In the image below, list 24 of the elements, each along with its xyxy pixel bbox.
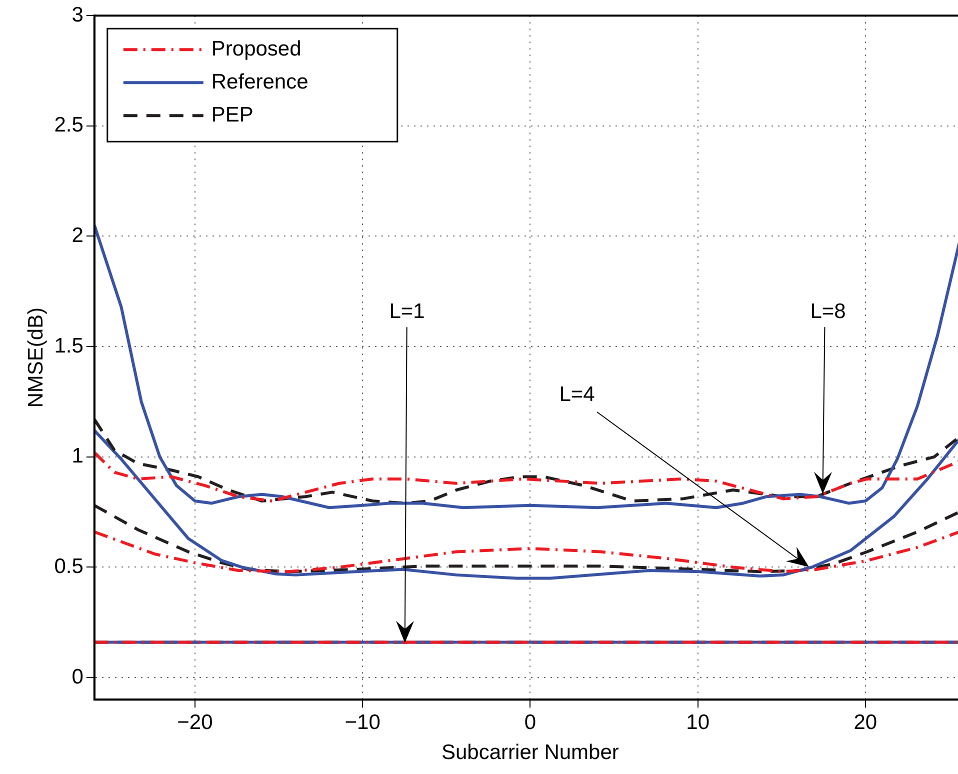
annotation: L=4 — [559, 382, 596, 406]
x-tick-label: −10 — [344, 710, 380, 734]
x-tick-label: 10 — [686, 710, 710, 734]
y-tick-label: 2 — [72, 224, 84, 248]
y-tick-label: 0 — [72, 665, 84, 688]
y-tick-label: 0.5 — [54, 555, 84, 578]
y-axis-title: NMSE(dB) — [24, 307, 48, 408]
annotation: L=1 — [389, 300, 425, 323]
x-tick-label: 20 — [854, 710, 878, 734]
y-tick-label: 1 — [72, 444, 84, 468]
y-tick-label: 3 — [72, 3, 84, 26]
line-series — [94, 504, 958, 574]
legend-label: PEP — [211, 103, 254, 126]
legend-label: Proposed — [211, 37, 302, 60]
line-series — [94, 418, 958, 505]
line-series — [94, 450, 958, 503]
annotation: L=8 — [810, 300, 846, 323]
y-tick-label: 2.5 — [54, 114, 84, 137]
x-tick-label: 0 — [524, 710, 536, 734]
line-series — [94, 530, 958, 574]
x-tick-label: −20 — [177, 710, 213, 734]
legend-label: Reference — [211, 70, 308, 94]
x-axis-title: Subcarrier Number — [441, 741, 619, 764]
y-tick-label: 1.5 — [54, 334, 84, 358]
